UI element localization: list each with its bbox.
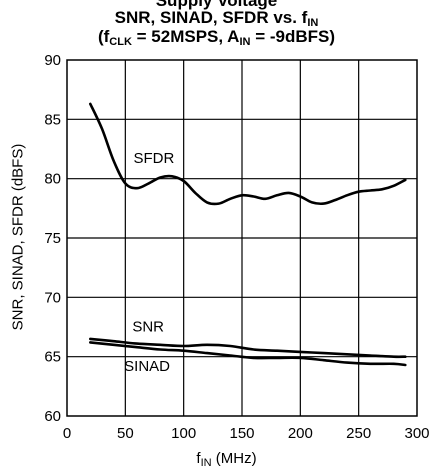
x-tick-label: 0	[63, 425, 71, 442]
y-tick-label: 85	[44, 111, 61, 128]
subtitle-sub-in: IN	[239, 36, 251, 48]
x-axis-label: fIN (MHz)	[0, 450, 433, 469]
series-line-sinad	[89, 341, 407, 367]
x-axis-label-subscript: IN	[200, 457, 212, 469]
x-tick-label: 100	[171, 425, 196, 442]
y-tick-label: 65	[44, 349, 61, 366]
x-tick-label: 50	[117, 425, 134, 442]
annotation-sinad: SINAD	[124, 358, 170, 375]
chart-title-top: Supply Voltage	[155, 0, 278, 10]
series-line-snr	[89, 337, 407, 359]
chart-title-subscript: IN	[307, 17, 319, 29]
x-tick-label: 300	[404, 425, 429, 442]
series-lines	[89, 102, 407, 367]
series-annotations: SFDR SNR SINAD	[124, 150, 174, 375]
y-tick-label: 80	[44, 171, 61, 188]
chart-title: SNR, SINAD, SFDR vs. fIN	[0, 9, 433, 32]
subtitle-part-3: = -9dBFS)	[250, 27, 336, 46]
subtitle-part-1: (f	[97, 27, 110, 46]
tick-labels: 0 50 100 150 200 250 300 60 65 70 75 80 85 90	[44, 52, 429, 442]
x-tick-label: 150	[229, 425, 254, 442]
series-line-sfdr	[89, 102, 407, 206]
subtitle-part-2: = 52MSPS, A	[131, 27, 240, 46]
annotation-sfdr: SFDR	[134, 150, 175, 167]
plot-frame	[66, 59, 418, 417]
y-axis-label: SNR, SINAD, SFDR (dBFS)	[9, 143, 27, 331]
x-tick-label: 250	[346, 425, 371, 442]
x-axis-label-text: f	[196, 450, 201, 467]
x-tick-label: 200	[288, 425, 313, 442]
y-tick-label: 70	[44, 289, 61, 306]
subtitle-sub-clk: CLK	[109, 36, 132, 48]
chart-title-text: SNR, SINAD, SFDR vs. f	[114, 8, 308, 27]
y-tick-label: 60	[44, 408, 61, 425]
chart-subtitle: (fCLK = 52MSPS, AIN = -9dBFS)	[0, 28, 433, 51]
x-axis-label-unit: (MHz)	[211, 450, 257, 467]
annotation-snr: SNR	[132, 319, 164, 336]
y-tick-label: 90	[44, 52, 61, 69]
y-tick-label: 75	[44, 230, 61, 247]
